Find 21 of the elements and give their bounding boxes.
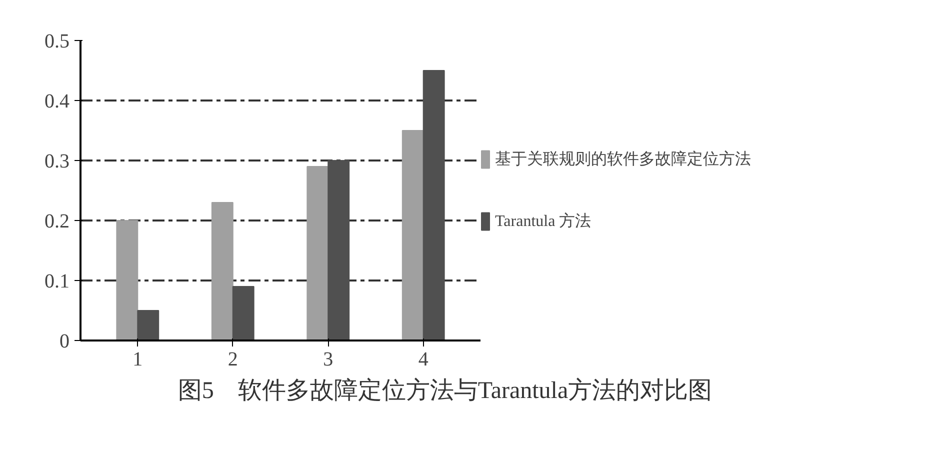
y-tick-label: 0.1 xyxy=(44,270,70,292)
bar xyxy=(211,202,234,340)
y-tick-label: 0.2 xyxy=(44,210,70,232)
x-tick-label: 3 xyxy=(323,348,334,370)
bar xyxy=(328,160,350,340)
bar xyxy=(402,130,424,340)
legend-label: 基于关联规则的软件多故障定位方法 xyxy=(495,150,751,170)
x-tick-label: 4 xyxy=(418,348,428,370)
legend-label: Tarantula 方法 xyxy=(495,212,592,232)
bar xyxy=(137,310,160,340)
y-tick-label: 0.3 xyxy=(44,150,70,172)
y-tick-label: 0 xyxy=(60,330,70,352)
y-tick-label: 0.5 xyxy=(44,30,70,52)
bar xyxy=(232,286,254,340)
y-tick-label: 0.4 xyxy=(44,90,70,112)
bar xyxy=(116,220,138,340)
x-tick-label: 2 xyxy=(228,348,238,370)
bar xyxy=(422,70,445,340)
text: 图5 软件多故障定位方法与Tarantula方法的对比图 xyxy=(178,376,712,406)
bar xyxy=(306,166,329,340)
x-tick-label: 1 xyxy=(132,348,143,370)
